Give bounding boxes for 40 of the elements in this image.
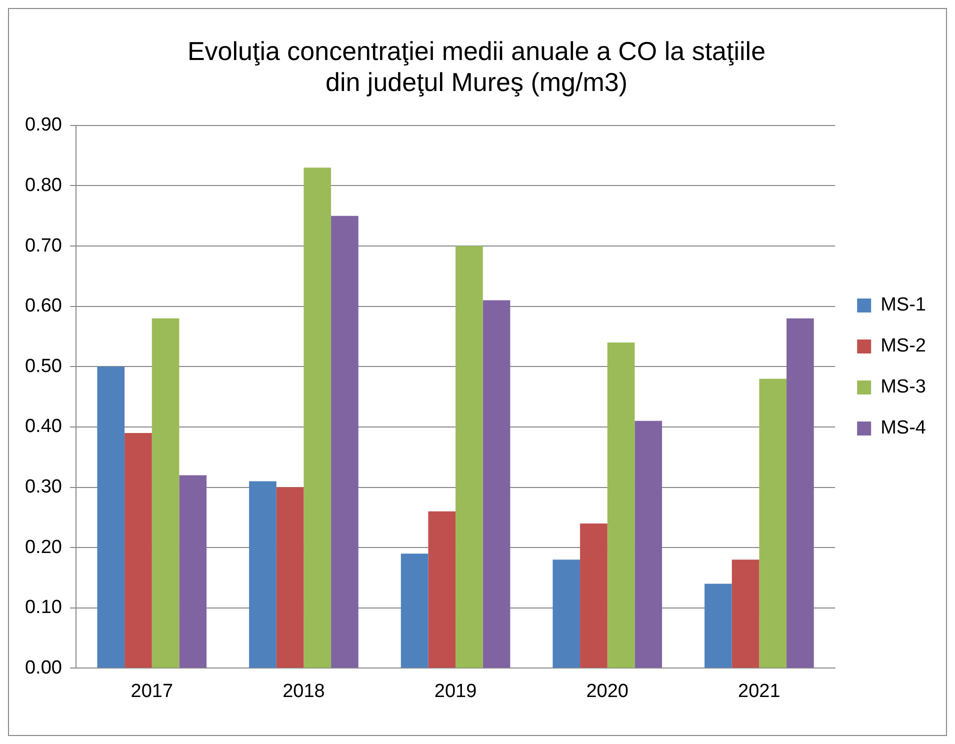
legend-label: MS-2 xyxy=(880,336,926,357)
y-tick-label: 0.60 xyxy=(24,296,62,317)
bar xyxy=(552,560,580,668)
bar xyxy=(704,584,732,668)
legend-label: MS-4 xyxy=(880,418,926,439)
chart-title: Evoluţia concentraţiei medii anuale a CO la staţiile din judeţul Mureş (mg/m3) xyxy=(187,36,766,97)
bar xyxy=(400,554,428,668)
y-tick-label: 0.70 xyxy=(24,235,62,256)
x-tick-label: 2019 xyxy=(434,680,477,702)
bar xyxy=(331,216,358,668)
x-tick-label: 2020 xyxy=(586,680,629,702)
y-tick-label: 0.20 xyxy=(24,536,62,558)
x-tick-label: 2018 xyxy=(282,680,325,702)
bar xyxy=(152,318,180,668)
y-tick-label: 0.30 xyxy=(24,476,62,498)
legend-label: MS-1 xyxy=(880,294,926,316)
x-tick-label: 2021 xyxy=(738,680,780,702)
bar xyxy=(179,475,207,668)
y-tick-label: 0.90 xyxy=(24,114,62,136)
bar xyxy=(607,342,635,668)
bar xyxy=(482,300,510,668)
legend-label: MS-3 xyxy=(880,376,926,398)
x-tick-label: 2017 xyxy=(130,680,174,702)
bar xyxy=(276,487,304,668)
bar xyxy=(428,511,456,668)
y-tick-label: 0.50 xyxy=(24,356,62,377)
y-tick-label: 0.80 xyxy=(24,174,62,196)
bar xyxy=(124,432,152,668)
bar xyxy=(249,481,276,668)
y-tick-label: 0.00 xyxy=(24,657,62,678)
bar xyxy=(786,318,814,668)
bar xyxy=(580,523,608,668)
y-tick-label: 0.40 xyxy=(24,416,62,438)
bar xyxy=(97,366,125,668)
bar xyxy=(304,168,332,668)
y-tick-label: 0.10 xyxy=(24,597,62,618)
bar xyxy=(732,560,760,668)
bar xyxy=(759,378,787,668)
bar xyxy=(456,246,483,668)
bar xyxy=(634,420,662,668)
